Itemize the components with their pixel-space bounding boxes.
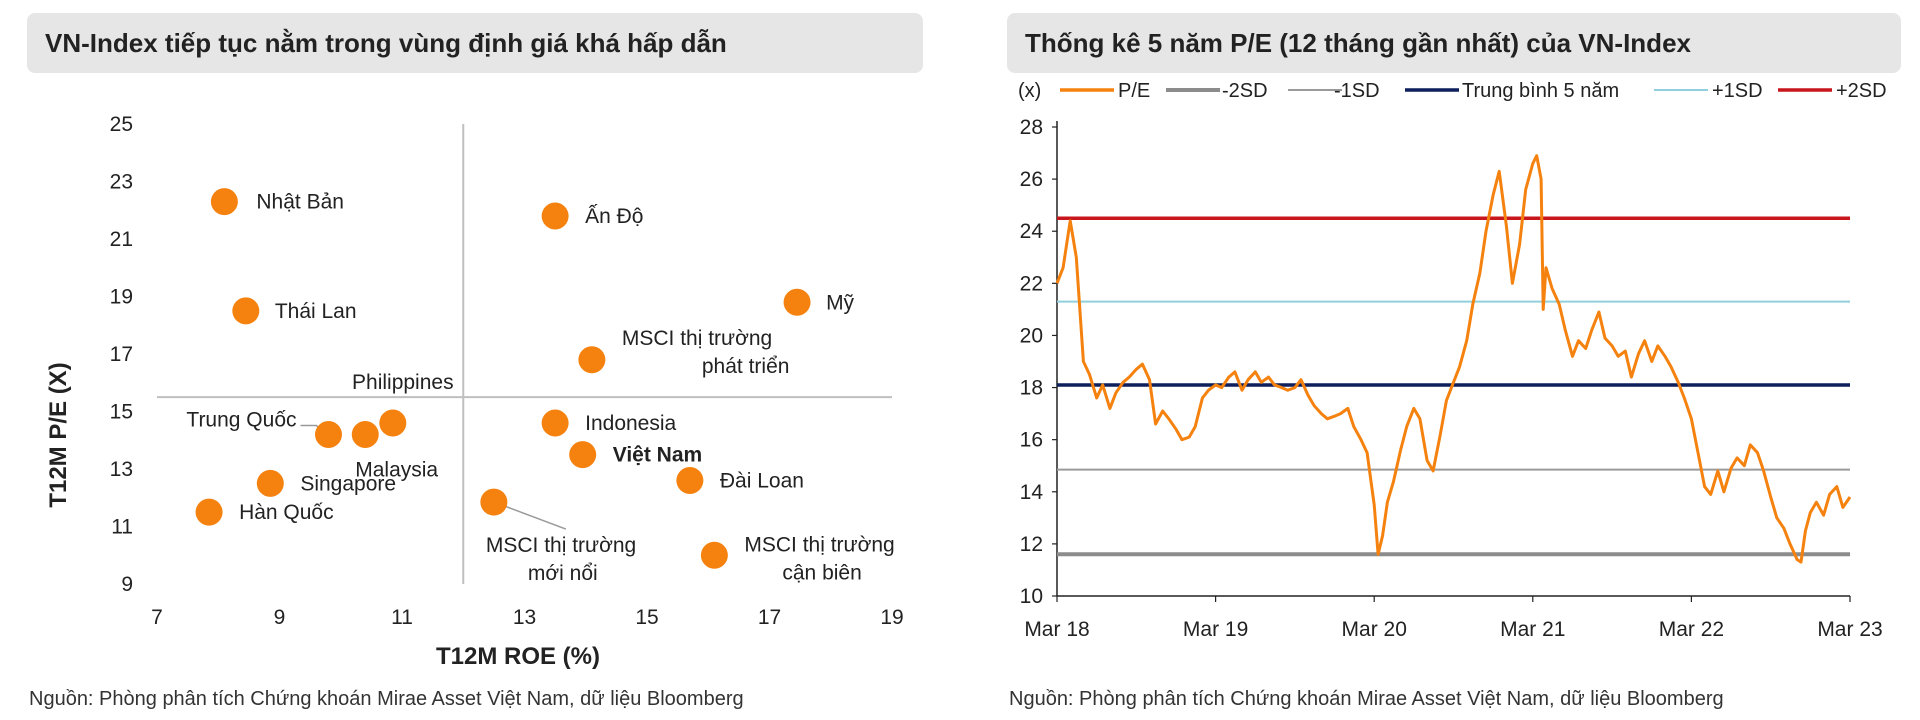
scatter-y-tick-label: 21 [110, 228, 133, 251]
scatter-x-tick-label: 17 [758, 606, 781, 629]
scatter-point-label: Singapore [300, 472, 396, 495]
scatter-x-tick-label: 9 [274, 606, 286, 629]
pe-axes: 10 12 14 16 18 20 22 24 26 28 Mar 18 Mar 19 Mar 20 Ma… [1020, 116, 1883, 641]
pe-y-tick-label: 18 [1020, 377, 1043, 400]
scatter-point-label: Ấn Độ [585, 205, 643, 228]
scatter-point [210, 188, 238, 216]
scatter-point-label: MSCI thị trường cận biên [744, 533, 894, 584]
scatter-point-label: Mỹ [826, 291, 854, 314]
scatter-point [195, 498, 223, 526]
scatter-point [578, 346, 606, 374]
scatter-y-tick-label: 17 [110, 343, 133, 366]
pe-series [1055, 154, 1852, 564]
pe-legend: P/E -2SD -1SD Trung bình 5 năm +1SD +2SD [1060, 80, 1887, 102]
pe-y-tick-label: 24 [1020, 220, 1044, 243]
scatter-point-label: Thái Lan [275, 300, 357, 323]
scatter-y-axis-label: T12M P/E (X) [45, 362, 72, 507]
scatter-point-label: Đài Loan [720, 470, 804, 493]
left-source-note: Nguồn: Phòng phân tích Chứng khoán Mirae… [29, 688, 744, 710]
pe-y-tick-label: 14 [1020, 481, 1044, 504]
scatter-y-tick-label: 19 [110, 286, 133, 309]
scatter-x-tick-label: 15 [635, 606, 658, 629]
scatter-point [480, 488, 508, 516]
pe-series-line [1055, 154, 1852, 564]
pe-unit-label: (x) [1018, 80, 1041, 102]
scatter-point [232, 297, 260, 325]
scatter-y-tick-label: 11 [111, 516, 133, 539]
pe-y-tick-label: 22 [1020, 272, 1043, 295]
scatter-point [676, 467, 704, 494]
right-source-note: Nguồn: Phòng phân tích Chứng khoán Mirae… [1009, 688, 1724, 710]
scatter-point-label: Hàn Quốc [239, 501, 334, 524]
pe-y-tick-label: 28 [1020, 116, 1043, 139]
pe-x-tick-label: Mar 18 [1024, 618, 1089, 641]
pe-x-tick-label: Mar 20 [1342, 618, 1407, 641]
pe-x-tick-label: Mar 19 [1183, 618, 1248, 641]
pe-y-tick-label: 16 [1020, 429, 1043, 452]
left-chart-title: VN-Index tiếp tục nằm trong vùng định gi… [27, 13, 923, 73]
pe-legend-label: -2SD [1222, 80, 1268, 102]
scatter-x-tick-label: 19 [880, 606, 903, 629]
scatter-point-label: MSCI thị trường mới nổi [486, 534, 636, 585]
scatter-y-tick-label: 9 [121, 573, 133, 596]
pe-y-tick-label: 12 [1020, 533, 1043, 556]
scatter-y-tick-label: 25 [110, 113, 133, 136]
scatter-y-tick-label: 23 [110, 171, 133, 194]
pe-x-tick-label: Mar 22 [1659, 618, 1724, 641]
right-chart-title: Thống kê 5 năm P/E (12 tháng gần nhất) c… [1007, 13, 1901, 73]
scatter-point [569, 441, 597, 469]
scatter-point [351, 421, 379, 448]
scatter-y-tick-label: 13 [110, 458, 133, 481]
pe-y-tick-label: 26 [1020, 168, 1043, 191]
pe-legend-label: +1SD [1712, 80, 1763, 102]
scatter-point-label: MSCI thị trường phát triển [622, 327, 790, 378]
scatter-point-label: Indonesia [585, 412, 676, 435]
scatter-point [541, 409, 569, 437]
scatter-point [700, 541, 728, 569]
pe-y-tick-label: 20 [1020, 324, 1043, 347]
scatter-points: Nhật Bản Ấn Độ Thái Lan Mỹ MSCI thị trường ph… [186, 188, 895, 585]
pe-legend-label: +2SD [1836, 80, 1887, 102]
scatter-point [379, 409, 407, 437]
pe-y-tick-label: 10 [1020, 585, 1043, 608]
pe-bands [1057, 216, 1850, 557]
pe-legend-label: P/E [1118, 80, 1150, 102]
scatter-point-label: Trung Quốc [186, 409, 296, 432]
pe-x-tick-label: Mar 21 [1500, 618, 1565, 641]
scatter-point-label: Nhật Bản [256, 191, 344, 214]
scatter-x-axis-label: T12M ROE (%) [436, 643, 600, 670]
scatter-point [256, 469, 284, 497]
scatter-x-tick-label: 7 [151, 606, 163, 629]
scatter-x-tick-label: 13 [513, 606, 536, 629]
pe-legend-label: -1SD [1334, 80, 1380, 102]
scatter-point [541, 202, 569, 230]
pe-x-tick-label: Mar 23 [1817, 618, 1882, 641]
scatter-point [783, 288, 811, 316]
scatter-point-label: Philippines [352, 371, 454, 394]
scatter-x-tick-label: 11 [391, 606, 413, 629]
pe-legend-label: Trung bình 5 năm [1462, 80, 1619, 102]
scatter-y-tick-label: 15 [110, 401, 133, 424]
scatter-point-label: Malaysia [355, 459, 438, 482]
scatter-point-label: Việt Nam [613, 444, 703, 467]
scatter-point [315, 421, 342, 448]
